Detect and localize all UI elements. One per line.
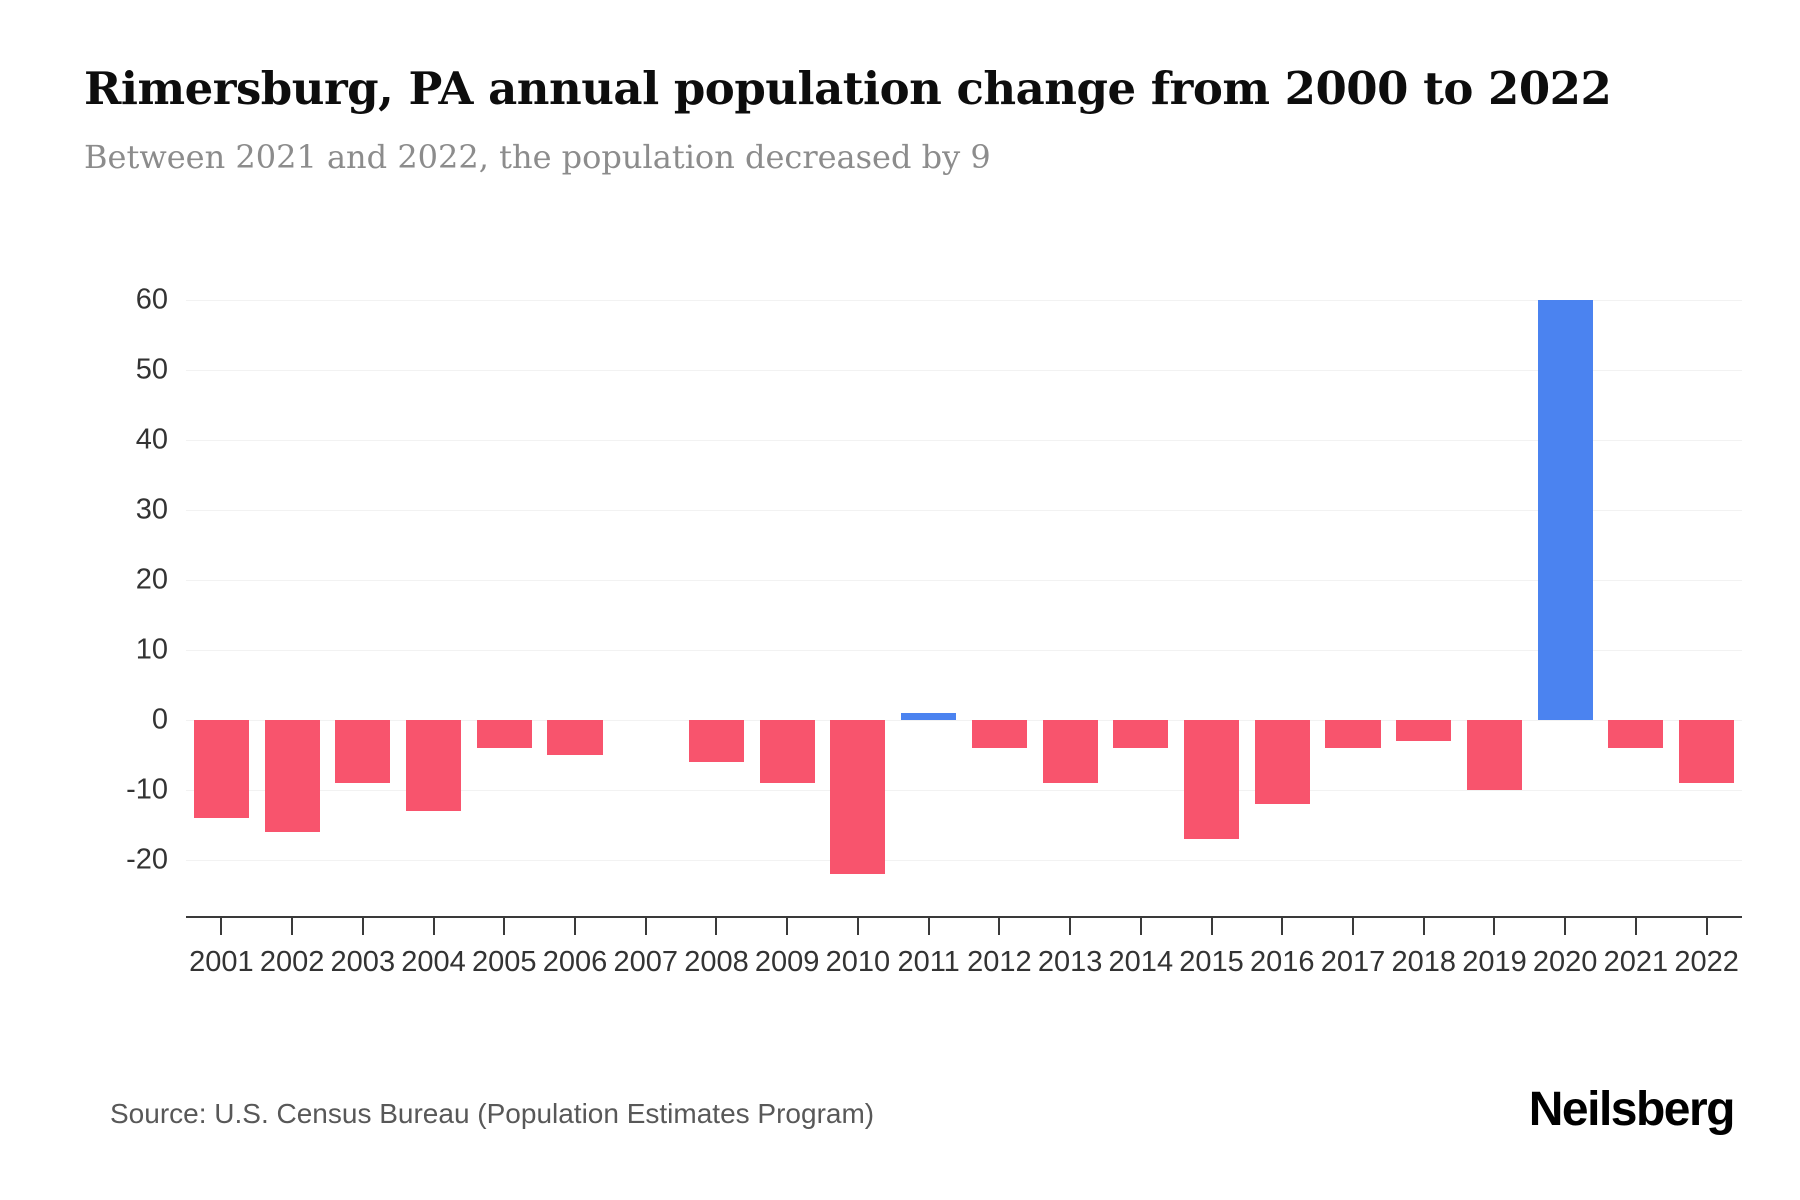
x-tick-label-2010: 2010 [825, 946, 891, 978]
x-tick-label-2003: 2003 [330, 946, 396, 978]
bar-2005[interactable] [476, 720, 532, 748]
x-tick-2004 [432, 918, 435, 935]
x-tick-2011 [927, 918, 930, 935]
x-tick-2013 [1069, 918, 1072, 935]
x-tick-2015 [1210, 918, 1213, 935]
chart-subtitle: Between 2021 and 2022, the population de… [84, 138, 991, 176]
x-tick-2006 [574, 918, 576, 935]
bar-2001[interactable] [193, 720, 249, 818]
y-tick-label--20: -20 [126, 843, 168, 876]
x-tick-2021 [1634, 918, 1637, 935]
x-tick-label-2012: 2012 [967, 946, 1032, 978]
x-tick-2005 [503, 918, 506, 935]
y-tick-label-50: 50 [135, 353, 168, 386]
x-tick-label-2016: 2016 [1250, 946, 1315, 978]
x-tick-label-2019: 2019 [1462, 946, 1527, 978]
bar-2003[interactable] [335, 720, 391, 783]
gridline-10 [186, 650, 1742, 651]
gridline--20 [186, 860, 1742, 861]
bar-2022[interactable] [1679, 720, 1735, 783]
x-tick-2002 [291, 918, 294, 935]
x-tick-2018 [1422, 918, 1425, 935]
x-tick-2022 [1705, 918, 1708, 935]
x-tick-2010 [856, 918, 859, 935]
x-tick-label-2009: 2009 [754, 946, 820, 978]
bar-2019[interactable] [1466, 720, 1523, 790]
x-tick-2016 [1281, 918, 1284, 935]
x-tick-2017 [1352, 918, 1354, 935]
y-tick-label-10: 10 [135, 633, 168, 666]
x-tick-label-2013: 2013 [1037, 946, 1103, 978]
bar-2011[interactable] [901, 713, 957, 720]
x-axis: 2001 2002 2003 2004 2005 2006 2007 2008 2009 2010… [186, 916, 1742, 996]
x-tick-label-2014: 2014 [1108, 946, 1174, 978]
source-attribution: Source: U.S. Census Bureau (Population E… [110, 1098, 875, 1129]
gridline-50 [186, 370, 1742, 371]
bar-2015[interactable] [1183, 720, 1240, 839]
x-tick-2008 [715, 918, 718, 935]
bar-chart: -20 -10 0 10 20 30 40 50 60 2001 2002 2003 2004 2005… [126, 284, 1742, 978]
y-tick-label-20: 20 [135, 563, 168, 596]
x-tick-label-2007: 2007 [613, 946, 678, 978]
bar-2004[interactable] [405, 720, 462, 811]
x-tick-label-2008: 2008 [684, 946, 749, 978]
x-tick-label-2022: 2022 [1674, 946, 1739, 978]
gridline--10 [186, 790, 1742, 791]
x-tick-2007 [644, 918, 647, 935]
chart-title: Rimersburg, PA annual population change … [84, 62, 1612, 115]
brand-logo: Neilsberg [1528, 1083, 1736, 1136]
y-tick-label-0: 0 [151, 703, 168, 736]
bar-2006[interactable] [547, 720, 603, 755]
x-tick-label-2018: 2018 [1391, 946, 1456, 978]
y-axis: -20 -10 0 10 20 30 40 50 60 [78, 284, 168, 916]
gridline-0 [186, 720, 1742, 721]
y-tick-label-30: 30 [135, 493, 168, 526]
x-tick-2003 [361, 918, 364, 935]
gridline-40 [186, 440, 1742, 441]
bar-2002[interactable] [264, 720, 320, 832]
x-tick-2014 [1139, 918, 1142, 935]
y-tick-label-60: 60 [135, 283, 168, 316]
bar-2008[interactable] [688, 720, 745, 762]
bar-2010[interactable] [830, 720, 886, 874]
bar-2020[interactable] [1537, 300, 1593, 720]
x-tick-2012 [998, 918, 1001, 935]
bar-2016[interactable] [1254, 720, 1310, 804]
x-tick-label-2004: 2004 [401, 946, 466, 978]
x-tick-2020 [1564, 918, 1567, 935]
plot-area [186, 300, 1742, 916]
gridline-60 [186, 300, 1742, 301]
bar-2013[interactable] [1042, 720, 1098, 783]
x-tick-label-2001: 2001 [189, 946, 254, 978]
x-tick-label-2011: 2011 [897, 946, 960, 978]
bar-2017[interactable] [1325, 720, 1381, 748]
bar-2012[interactable] [971, 720, 1027, 748]
gridline-20 [186, 580, 1742, 581]
x-tick-label-2021: 2021 [1603, 946, 1669, 978]
gridline-30 [186, 510, 1742, 511]
x-tick-2009 [786, 918, 789, 935]
x-tick-label-2006: 2006 [542, 946, 608, 978]
y-tick-label--10: -10 [126, 773, 168, 806]
bar-2014[interactable] [1113, 720, 1169, 748]
x-tick-label-2015: 2015 [1179, 946, 1244, 978]
bar-2018[interactable] [1396, 720, 1452, 741]
x-tick-label-2020: 2020 [1532, 946, 1598, 978]
x-tick-2001 [220, 918, 223, 935]
x-tick-label-2005: 2005 [472, 946, 537, 978]
bar-2009[interactable] [759, 720, 815, 783]
x-tick-2019 [1493, 918, 1496, 935]
bar-2021[interactable] [1608, 720, 1664, 748]
y-tick-label-40: 40 [135, 423, 168, 456]
x-tick-label-2002: 2002 [259, 946, 325, 978]
x-tick-label-2017: 2017 [1320, 946, 1386, 978]
